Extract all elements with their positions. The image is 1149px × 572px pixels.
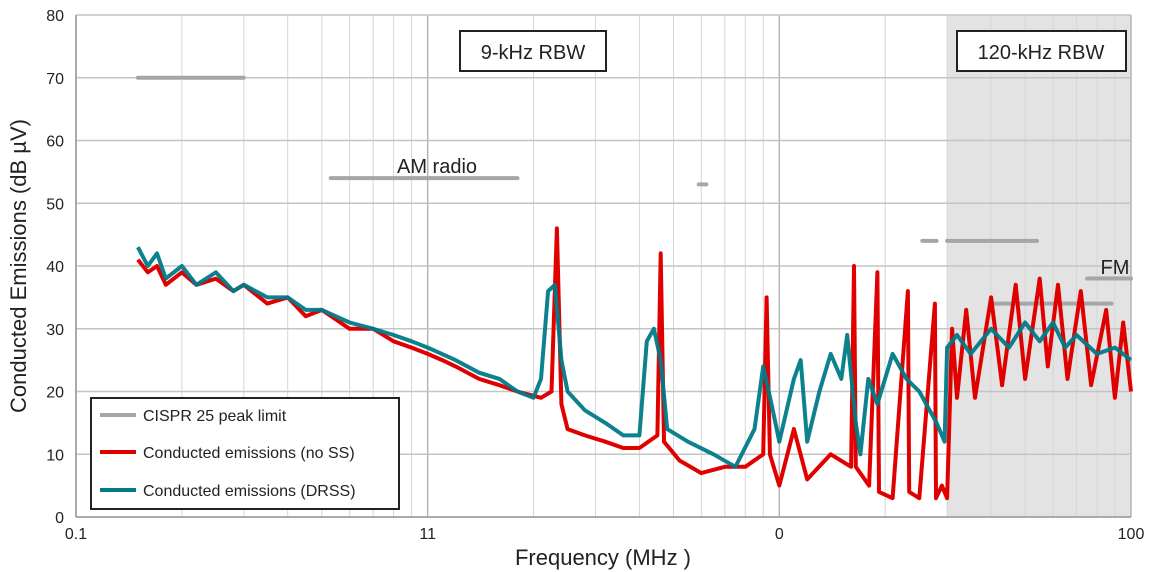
legend-label-limit: CISPR 25 peak limit	[143, 408, 287, 425]
y-tick-labels: 0 10 20 30 40 50 60 70 80	[46, 8, 64, 527]
annotation-120khz-text: 120-kHz RBW	[978, 42, 1105, 64]
x-tick-label: 11	[419, 526, 436, 543]
y-tick-label: 0	[55, 510, 64, 527]
x-axis-label: Frequency (MHz )	[515, 545, 691, 570]
x-tick-label: 100	[1118, 526, 1145, 543]
y-tick-label: 10	[46, 447, 64, 464]
annotation-am-radio: AM radio	[397, 156, 477, 178]
y-tick-label: 40	[46, 259, 64, 276]
annotation-9khz-rbw: 9-kHz RBW	[459, 30, 607, 72]
legend: CISPR 25 peak limit Conducted emissions …	[90, 397, 400, 510]
y-axis-label: Conducted Emissions (dB µV)	[6, 119, 31, 413]
annotation-fm: FM	[1101, 257, 1130, 279]
series-no-ss-line	[136, 226, 1133, 501]
series-group	[136, 226, 1133, 501]
series-drss-line	[136, 246, 1133, 469]
x-tick-label: 0.1	[65, 526, 87, 543]
y-tick-label: 60	[46, 134, 64, 151]
y-tick-label: 70	[46, 71, 64, 88]
y-tick-label: 20	[46, 385, 64, 402]
y-tick-label: 80	[46, 8, 64, 25]
legend-label-no-ss: Conducted emissions (no SS)	[143, 445, 355, 462]
y-tick-label: 30	[46, 322, 64, 339]
x-tick-labels: 0.1 11 0 100	[65, 526, 1145, 543]
grid	[75, 14, 1132, 518]
legend-label-drss: Conducted emissions (DRSS)	[143, 483, 356, 500]
annotation-120khz-rbw: 120-kHz RBW	[956, 30, 1127, 72]
x-tick-label: 0	[775, 526, 784, 543]
annotation-9khz-text: 9-kHz RBW	[481, 42, 586, 64]
y-tick-label: 50	[46, 196, 64, 213]
axes	[75, 15, 1131, 518]
